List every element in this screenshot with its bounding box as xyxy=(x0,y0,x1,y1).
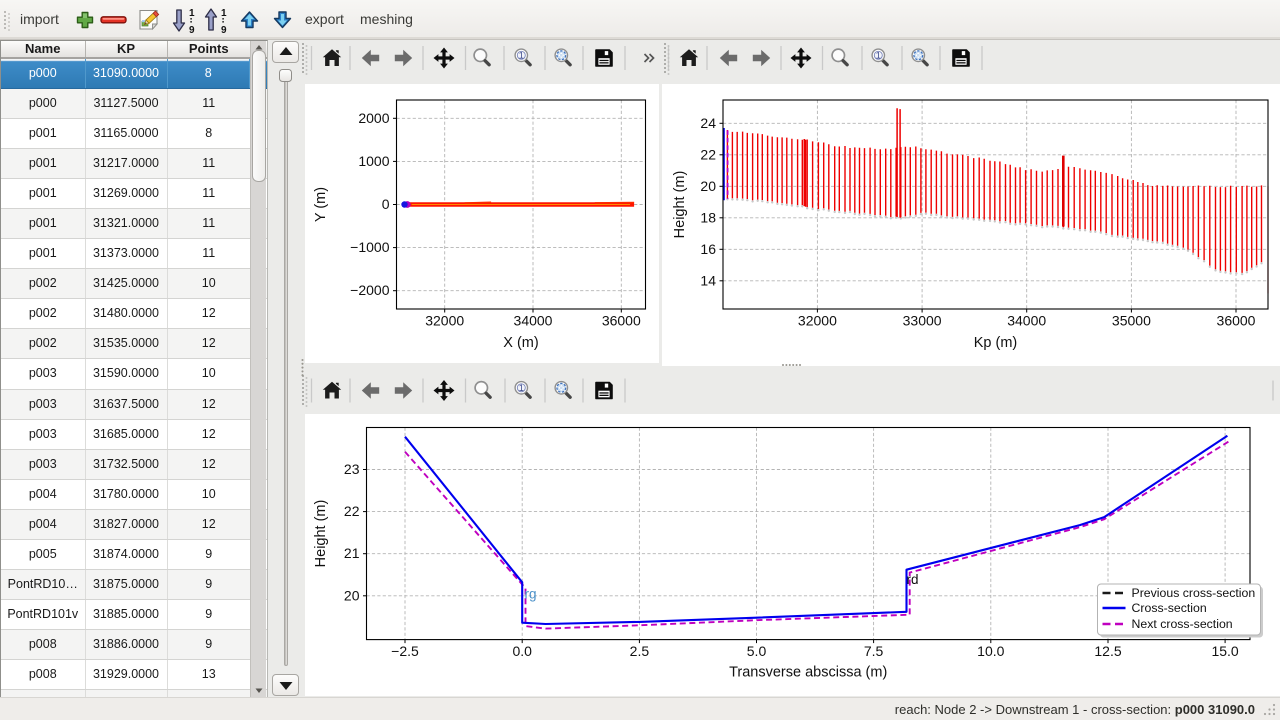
svg-text:−1000: −1000 xyxy=(350,239,390,255)
svg-text:Previous cross-section: Previous cross-section xyxy=(1131,586,1255,600)
svg-text:Next cross-section: Next cross-section xyxy=(1131,617,1232,631)
svg-text:Y (m): Y (m) xyxy=(313,187,329,222)
svg-text:Cross-section: Cross-section xyxy=(1131,601,1206,615)
svg-text:0.0: 0.0 xyxy=(512,643,532,659)
svg-text:36000: 36000 xyxy=(601,313,640,329)
svg-text:20: 20 xyxy=(343,587,359,603)
svg-text:34000: 34000 xyxy=(1007,313,1046,329)
svg-text:24: 24 xyxy=(700,115,716,131)
svg-text:21: 21 xyxy=(343,545,359,561)
svg-text:7.5: 7.5 xyxy=(863,643,883,659)
svg-text:22: 22 xyxy=(343,503,359,519)
svg-text:1: 1 xyxy=(221,8,227,19)
svg-text:16: 16 xyxy=(700,241,716,257)
svg-text:X (m): X (m) xyxy=(503,335,538,351)
svg-text:32000: 32000 xyxy=(425,313,464,329)
svg-text:36000: 36000 xyxy=(1217,313,1256,329)
svg-text:1: 1 xyxy=(189,8,195,19)
svg-text:18: 18 xyxy=(700,209,716,225)
svg-text:10.0: 10.0 xyxy=(977,643,1004,659)
svg-text:14: 14 xyxy=(700,272,716,288)
svg-text:23: 23 xyxy=(343,461,359,477)
svg-text:9: 9 xyxy=(221,25,227,36)
svg-text:15.0: 15.0 xyxy=(1211,643,1238,659)
svg-text:rd: rd xyxy=(906,572,918,587)
svg-text:Transverse abscissa (m): Transverse abscissa (m) xyxy=(729,665,887,681)
svg-text:Kp (m): Kp (m) xyxy=(974,335,1018,351)
svg-text:33000: 33000 xyxy=(903,313,942,329)
svg-text:1000: 1000 xyxy=(358,153,389,169)
svg-text:32000: 32000 xyxy=(798,313,837,329)
svg-text:5.0: 5.0 xyxy=(746,643,766,659)
svg-text:2000: 2000 xyxy=(358,110,389,126)
svg-text:−2.5: −2.5 xyxy=(391,643,419,659)
svg-text:−2000: −2000 xyxy=(350,282,390,298)
svg-text:35000: 35000 xyxy=(1112,313,1151,329)
svg-text:22: 22 xyxy=(700,146,716,162)
svg-text:Height (m): Height (m) xyxy=(672,171,688,239)
svg-text:20: 20 xyxy=(700,178,716,194)
svg-text:12.5: 12.5 xyxy=(1094,643,1121,659)
svg-text:0: 0 xyxy=(381,196,389,212)
svg-text:9: 9 xyxy=(189,25,195,36)
svg-text:Height (m): Height (m) xyxy=(313,500,329,568)
svg-text:rg: rg xyxy=(524,587,536,602)
svg-text:34000: 34000 xyxy=(513,313,552,329)
svg-text:2.5: 2.5 xyxy=(629,643,649,659)
